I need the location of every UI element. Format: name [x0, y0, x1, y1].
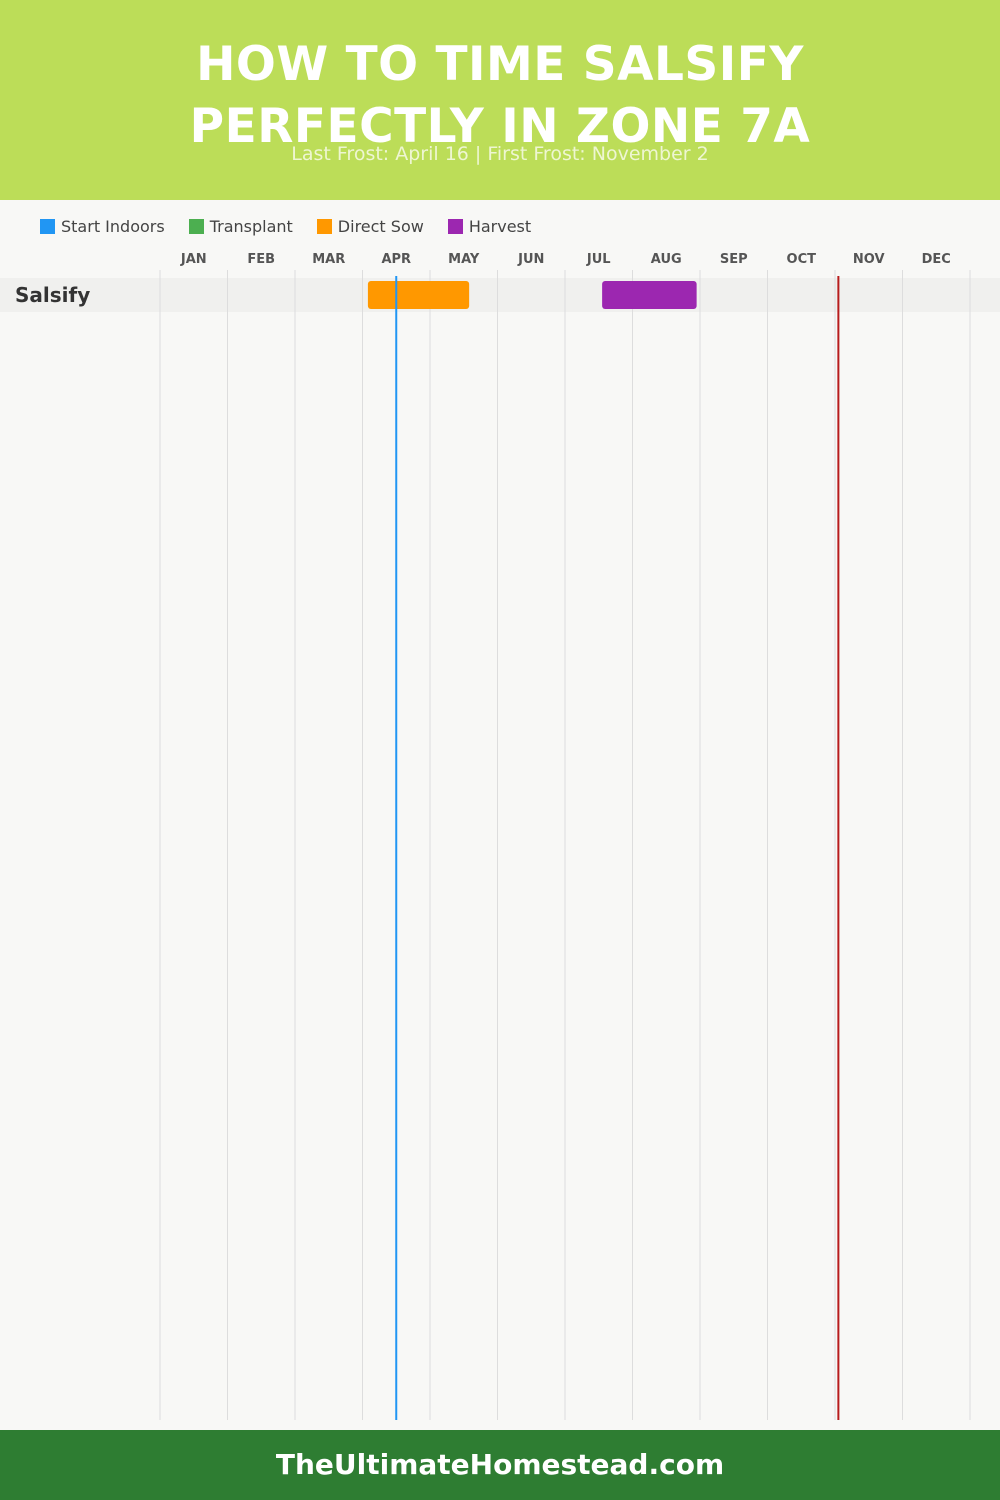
harvest-bar	[602, 281, 697, 309]
month-label: APR	[381, 252, 411, 267]
legend-label-harvest: Harvest	[468, 216, 532, 236]
month-label: OCT	[787, 252, 817, 267]
frost-dates-subtitle: Last Frost: April 16 | First Frost: Nove…	[291, 143, 709, 165]
site-link[interactable]: TheUltimateHomestead.com	[275, 1448, 725, 1481]
month-label: JAN	[180, 252, 207, 267]
month-label: JUL	[586, 252, 611, 267]
footer-banner: TheUltimateHomestead.com	[0, 1430, 1000, 1500]
month-label: MAY	[448, 252, 480, 267]
month-label: SEP	[720, 252, 748, 267]
legend: Start Indoors Transplant Direct Sow Harv…	[40, 214, 555, 238]
header-banner: HOW TO TIME SALSIFY PERFECTLY IN ZONE 7A…	[0, 0, 1000, 200]
month-label: FEB	[247, 252, 275, 267]
legend-swatch-harvest	[447, 218, 463, 234]
direct-sow-bar	[367, 281, 470, 309]
title-line-1: HOW TO TIME SALSIFY	[196, 37, 804, 92]
month-label: DEC	[922, 252, 951, 267]
legend-swatch-direct-sow	[316, 218, 332, 234]
legend-item-start-indoors: Start Indoors	[40, 217, 165, 236]
month-label: NOV	[853, 252, 885, 267]
legend-item-harvest: Harvest	[447, 216, 532, 236]
month-label: JUN	[517, 252, 544, 267]
row-label: Salsify	[15, 283, 90, 307]
month-label: MAR	[312, 252, 345, 267]
title-line-2: PERFECTLY IN ZONE 7A	[189, 99, 811, 154]
calendar-svg: JAN FEB MAR APR MAY JUN JUL AUG SEP OCT NOV DEC Sals…	[0, 252, 1000, 1420]
legend-swatch-start-indoors	[40, 218, 55, 234]
page-title: HOW TO TIME SALSIFY PERFECTLY IN ZONE 7A	[0, 34, 1000, 158]
legend-label-transplant: Transplant	[209, 216, 293, 236]
planting-calendar-chart: JAN FEB MAR APR MAY JUN JUL AUG SEP OCT NOV DEC Sals…	[0, 240, 1000, 1425]
legend-label-direct-sow: Direct Sow	[337, 216, 424, 236]
legend-item-direct-sow: Direct Sow	[316, 216, 424, 236]
legend-label-start-indoors: Start Indoors	[61, 216, 165, 236]
legend-swatch-transplant	[188, 218, 204, 234]
month-label: AUG	[651, 252, 682, 267]
row-background	[0, 278, 1000, 312]
legend-item-transplant: Transplant	[188, 216, 293, 236]
